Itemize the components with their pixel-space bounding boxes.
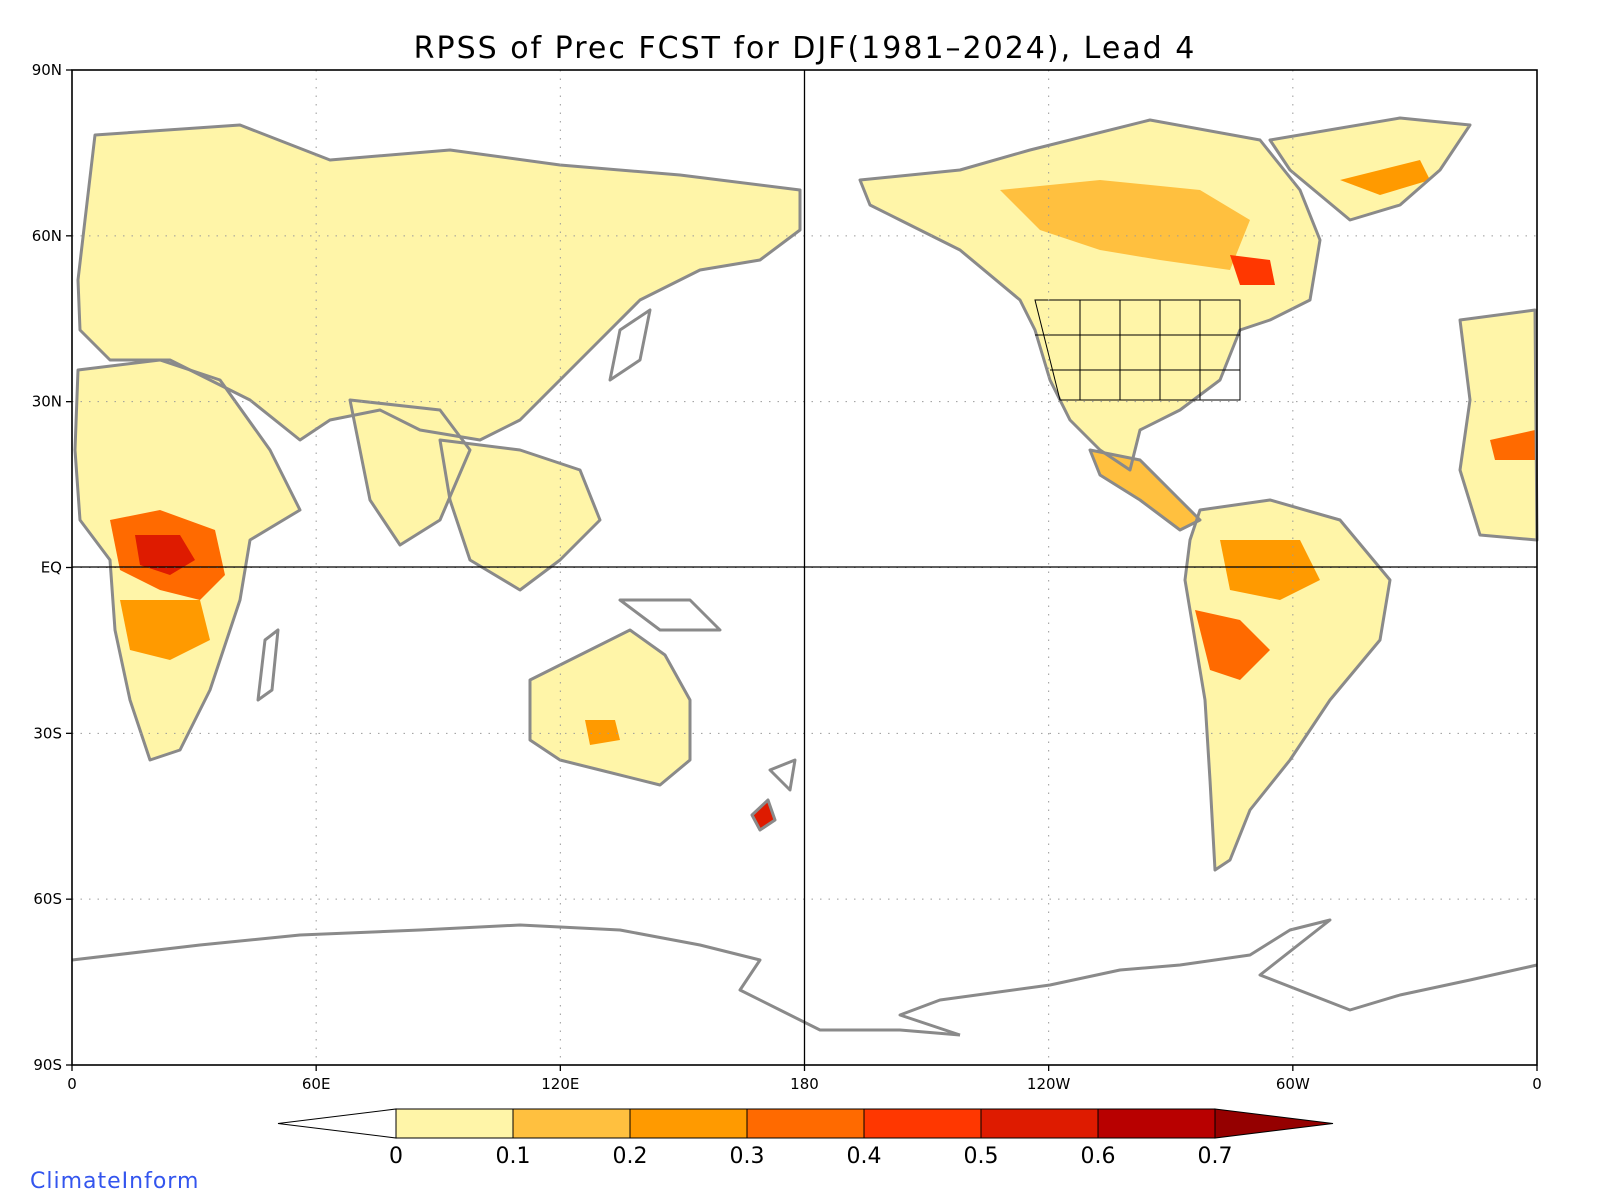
y-tick-label: 30N <box>32 393 62 411</box>
colorbar-label: 0.2 <box>613 1144 648 1169</box>
shading-andes <box>1195 610 1270 680</box>
colorbar-segment <box>1097 1108 1216 1139</box>
y-tick-label: EQ <box>41 559 62 577</box>
colorbar-segment <box>863 1108 982 1139</box>
colorbar-label: 0.1 <box>496 1144 531 1169</box>
shading-australia-spot <box>585 720 620 745</box>
colorbar-label: 0.3 <box>730 1144 765 1169</box>
y-axis: 90N 60N 30N EQ 30S 60S 90S <box>32 61 72 1074</box>
coast-centralamerica <box>1088 448 1202 532</box>
y-tick-label: 60N <box>32 227 62 245</box>
coast-australia <box>528 628 692 787</box>
shading-southamerica <box>1185 500 1390 870</box>
colorbar-label: 0.6 <box>1081 1144 1116 1169</box>
coast-newguinea <box>618 598 722 632</box>
shading-africa-core2 <box>135 535 195 575</box>
coast-seasia <box>438 438 602 592</box>
coast-southamerica <box>1183 498 1392 872</box>
colorbar-label: 0 <box>389 1144 403 1169</box>
y-tick-label: 60S <box>33 890 62 908</box>
coast-antarctica-west <box>71 923 961 1037</box>
coast-greenland <box>1268 116 1472 222</box>
colorbar: 0 0.1 0.2 0.3 0.4 0.5 0.6 0.7 <box>277 1108 1334 1169</box>
shading-australia <box>530 630 690 785</box>
shading-canada-orange <box>1000 180 1250 270</box>
colorbar-lower-arrow <box>277 1108 397 1139</box>
colorbar-label: 0.4 <box>847 1144 882 1169</box>
shading-canada-red <box>1230 255 1275 285</box>
x-tick-label: 60W <box>1276 1075 1310 1093</box>
x-tick-label: 180 <box>790 1075 819 1093</box>
coast-northamerica <box>858 118 1322 472</box>
colorbar-segment <box>980 1108 1099 1139</box>
colorbar-segment <box>512 1108 631 1139</box>
coast-japan <box>608 308 652 382</box>
credit-label: ClimateInform <box>30 1169 199 1194</box>
x-tick-label: 60E <box>302 1075 331 1093</box>
coast-wafrica-right <box>1458 308 1539 542</box>
shading-seasia <box>440 440 600 590</box>
coast-eurasia <box>76 123 802 442</box>
shading-centralamerica <box>1090 450 1200 530</box>
x-tick-label: 0 <box>67 1075 77 1093</box>
coast-india <box>348 398 472 547</box>
colorbar-segment <box>629 1108 748 1139</box>
shading-amazon <box>1220 540 1320 600</box>
y-tick-label: 90S <box>33 1056 62 1074</box>
shading-india <box>350 400 470 545</box>
coast-antarctica-east <box>898 918 1538 1037</box>
colorbar-label: 0.7 <box>1198 1144 1233 1169</box>
x-tick-label: 0 <box>1532 1075 1542 1093</box>
shading-greenland-orange <box>1340 160 1430 195</box>
colorbar-segment <box>395 1108 514 1139</box>
x-tick-label: 120E <box>541 1075 579 1093</box>
colorbar-upper-arrow <box>1214 1108 1334 1139</box>
map-title: RPSS of Prec FCST for DJF(1981–2024), Le… <box>414 31 1197 66</box>
shading-wafrica-orange <box>1490 430 1535 460</box>
shading-africa-south <box>120 600 210 660</box>
us-state-lines <box>1034 299 1241 401</box>
y-tick-label: 30S <box>33 724 62 742</box>
x-axis: 0 60E 120E 180 120W 60W 0 <box>67 1065 1542 1093</box>
coastlines <box>71 116 1539 1037</box>
shading-wafrica-right <box>1460 310 1537 540</box>
colorbar-label: 0.5 <box>964 1144 999 1169</box>
shading-eurasia <box>78 125 800 440</box>
coast-africa <box>73 358 302 762</box>
y-tick-label: 90N <box>32 61 62 79</box>
coast-nz <box>750 758 797 832</box>
map-panel <box>71 69 1539 1066</box>
colorbar-segment <box>746 1108 865 1139</box>
x-tick-label: 120W <box>1027 1075 1071 1093</box>
coast-madagascar <box>256 628 280 702</box>
